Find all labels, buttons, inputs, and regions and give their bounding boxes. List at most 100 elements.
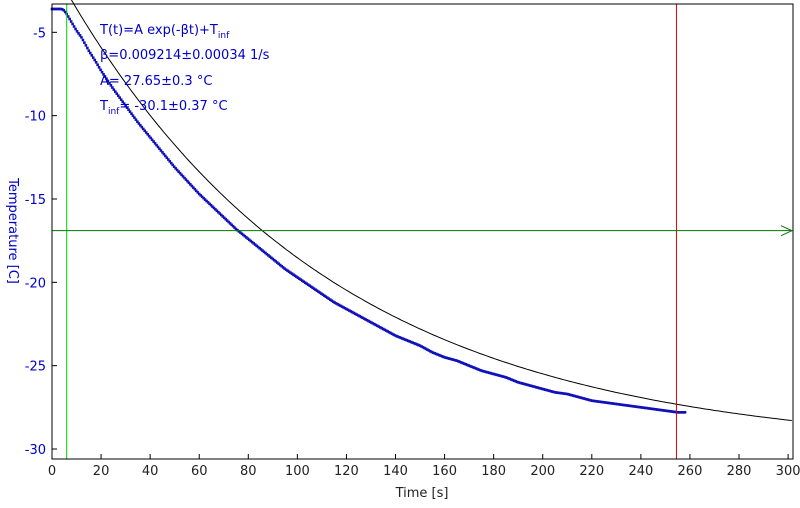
- data-point: [108, 81, 111, 85]
- data-point: [242, 233, 245, 237]
- data-point: [431, 351, 435, 355]
- data-point: [389, 331, 392, 335]
- data-point: [520, 381, 523, 385]
- data-point: [574, 395, 578, 398]
- data-point: [682, 411, 685, 414]
- data-point: [200, 195, 204, 199]
- data-point: [334, 302, 338, 305]
- data-point: [378, 326, 382, 329]
- data-point: [221, 215, 225, 218]
- data-point: [511, 378, 515, 382]
- plot-frame: [51, 3, 794, 460]
- data-point: [230, 223, 233, 227]
- data-point: [436, 353, 440, 356]
- data-point: [642, 406, 646, 410]
- data-point: [430, 350, 434, 354]
- data-point: [539, 387, 543, 390]
- x-tick-label: 20: [93, 464, 110, 479]
- data-point: [401, 337, 404, 340]
- data-point: [620, 403, 624, 407]
- data-point: [133, 116, 136, 119]
- data-point: [295, 275, 298, 278]
- data-point: [290, 272, 294, 275]
- svg-text:Tinf= -30.1±0.37 °C: Tinf= -30.1±0.37 °C: [99, 99, 228, 117]
- data-point: [224, 217, 228, 221]
- y-tick-label: -30: [25, 443, 46, 458]
- data-point: [281, 266, 285, 269]
- data-point: [119, 98, 123, 101]
- data-point: [537, 386, 541, 390]
- data-point: [557, 391, 560, 395]
- data-point: [359, 315, 363, 319]
- data-point: [309, 285, 313, 288]
- data-point: [495, 373, 498, 377]
- data-point: [333, 301, 336, 304]
- data-point: [592, 399, 596, 403]
- data-point: [567, 393, 571, 396]
- data-point: [680, 411, 684, 414]
- data-point: [261, 249, 264, 252]
- data-point: [277, 262, 281, 266]
- data-point: [136, 120, 139, 123]
- data-point: [348, 309, 351, 312]
- x-tick-label: 120: [334, 464, 359, 479]
- data-point: [387, 330, 391, 334]
- data-point: [673, 410, 677, 414]
- data-point: [177, 170, 180, 173]
- data-point: [114, 90, 117, 93]
- data-point: [443, 356, 447, 359]
- data-point: [161, 151, 164, 154]
- data-point: [165, 156, 169, 160]
- data-point: [134, 118, 138, 121]
- data-point: [331, 300, 335, 303]
- data-point: [614, 402, 618, 406]
- data-point: [536, 386, 540, 389]
- data-point: [535, 385, 538, 389]
- data-point: [667, 409, 671, 413]
- x-tick-label: 140: [383, 464, 408, 479]
- data-point: [371, 322, 375, 325]
- data-point: [624, 404, 628, 407]
- data-point: [116, 94, 120, 97]
- data-point: [486, 371, 490, 374]
- data-point: [652, 407, 656, 411]
- data-point: [62, 9, 66, 12]
- data-point: [247, 238, 251, 242]
- data-point: [577, 395, 581, 399]
- data-point: [395, 334, 398, 338]
- data-point: [440, 355, 444, 358]
- data-point: [411, 341, 414, 344]
- data-point: [588, 398, 591, 402]
- data-point: [558, 391, 562, 395]
- data-point: [377, 325, 381, 328]
- data-point: [552, 390, 556, 394]
- data-point: [140, 125, 144, 129]
- data-point: [655, 408, 659, 411]
- data-point: [414, 342, 417, 346]
- data-point: [220, 213, 223, 217]
- fit-line: [70, 0, 792, 421]
- data-point: [72, 25, 76, 28]
- data-point: [669, 410, 672, 413]
- data-point: [209, 203, 213, 207]
- data-point: [93, 58, 96, 62]
- data-point: [510, 378, 513, 381]
- data-point: [75, 30, 79, 33]
- data-point: [555, 391, 559, 394]
- data-point: [53, 7, 57, 11]
- data-point: [499, 374, 503, 378]
- data-point: [543, 388, 547, 391]
- data-point: [643, 406, 647, 410]
- data-point: [368, 320, 372, 324]
- data-point: [645, 406, 649, 410]
- data-point: [61, 8, 64, 11]
- data-point: [197, 192, 201, 196]
- data-point: [96, 63, 99, 67]
- data-point: [561, 392, 565, 395]
- data-point: [426, 348, 429, 351]
- data-point: [623, 403, 626, 407]
- data-point: [122, 102, 126, 105]
- data-point: [293, 274, 297, 277]
- data-point: [162, 152, 166, 156]
- threshold-arrow-icon: [780, 225, 794, 237]
